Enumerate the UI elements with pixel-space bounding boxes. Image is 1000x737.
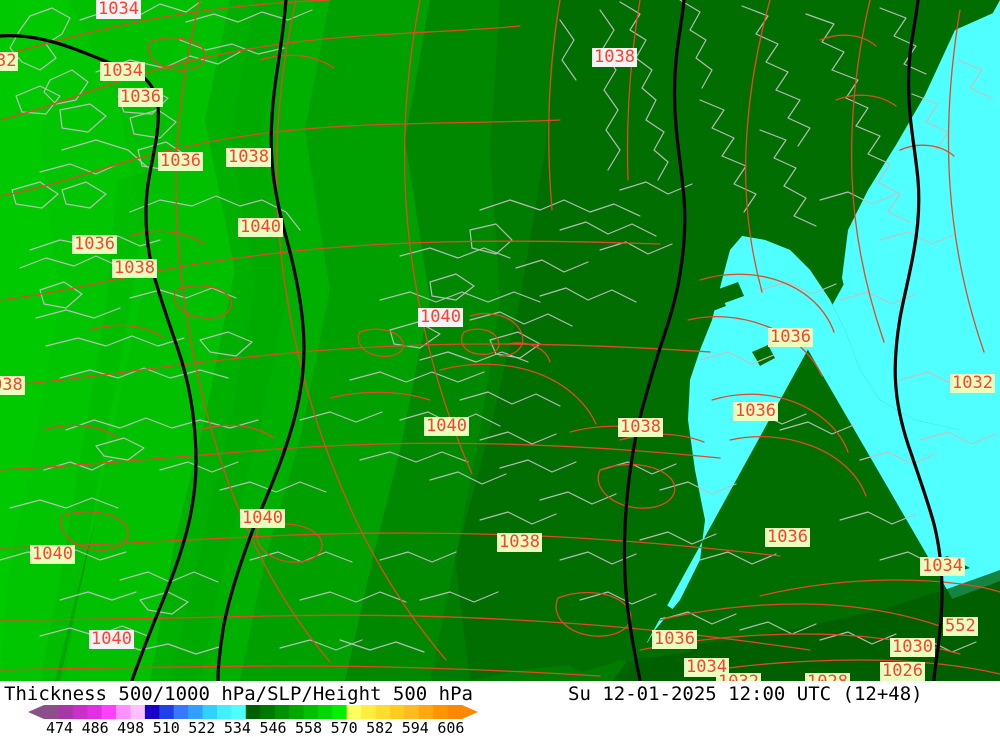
figure-title: Thickness 500/1000 hPa/SLP/Height 500 hP…: [4, 683, 473, 705]
colorbar-swatch: [274, 705, 290, 719]
isobar-label: 1040: [30, 544, 75, 564]
isobar-label: 1036: [158, 151, 203, 171]
isobar-label: 32: [0, 52, 19, 71]
colorbar-swatch: [58, 705, 74, 719]
colorbar-swatch: [303, 705, 319, 719]
height-500-contour-layer: [0, 0, 944, 681]
colorbar-tick: 570: [330, 719, 358, 737]
isobar-label: 1034: [100, 61, 145, 81]
colorbar-swatch: [375, 705, 391, 719]
isobar-label: 1040: [418, 307, 463, 327]
colorbar-tick: 510: [152, 719, 180, 737]
colorbar-tick: 558: [295, 719, 323, 737]
colorbar-swatch: [245, 705, 261, 719]
colorbar-swatch: [144, 705, 160, 719]
colorbar-swatch: [317, 705, 333, 719]
isobar-label: 1038: [112, 258, 157, 278]
isobar-label: 1028: [805, 673, 850, 681]
isobar-label: 1040: [240, 508, 285, 528]
isobar-label: 1038: [497, 532, 542, 552]
isobar-label: 1032: [950, 373, 995, 393]
colorbar-tick: 606: [437, 719, 465, 737]
isobar-label: 1036: [118, 87, 163, 107]
colorbar-tick: 486: [81, 719, 109, 737]
isobar-label: 1034: [920, 556, 965, 576]
colorbar-swatches: [28, 705, 478, 719]
colorbar-swatch: [332, 705, 348, 719]
slp-isobar-layer: [0, 0, 1000, 677]
colorbar-swatch: [72, 705, 88, 719]
isobar-label: 1040: [424, 416, 469, 436]
colorbar-swatch: [116, 705, 132, 719]
colorbar-tick: 522: [188, 719, 216, 737]
colorbar-swatch: [130, 705, 146, 719]
colorbar-swatch: [202, 705, 218, 719]
isobar-label: 1036: [768, 327, 813, 347]
colorbar: [28, 705, 478, 719]
figure-datetime: Su 12-01-2025 12:00 UTC (12+48): [568, 683, 923, 705]
thickness-fill-layer: [0, 0, 1000, 681]
colorbar-swatch: [447, 705, 463, 719]
colorbar-tick: 594: [401, 719, 429, 737]
colorbar-swatch: [231, 705, 247, 719]
colorbar-swatch: [216, 705, 232, 719]
isobar-label: 038: [0, 376, 25, 395]
colorbar-swatch: [404, 705, 420, 719]
colorbar-swatch: [361, 705, 377, 719]
colorbar-swatch: [389, 705, 405, 719]
isobar-label: 1040: [89, 629, 134, 649]
colorbar-tick: 534: [223, 719, 251, 737]
colorbar-swatch: [433, 705, 449, 719]
isobar-label: 1036: [652, 629, 697, 649]
isobar-label: 1034: [96, 0, 141, 19]
isobar-label: 1040: [238, 217, 283, 237]
colorbar-swatch: [289, 705, 305, 719]
colorbar-swatch: [418, 705, 434, 719]
cyan-islands: [700, 282, 775, 366]
isobar-label: 1036: [733, 401, 778, 421]
colorbar-swatch: [159, 705, 175, 719]
colorbar-tick-labels: 474 486 498 510 522 534 546 558 570 582 594 606: [0, 719, 1000, 737]
map-graphics: [0, 0, 1000, 681]
colorbar-swatch: [87, 705, 103, 719]
isobar-label: 1034: [684, 657, 729, 677]
colorbar-tick: 582: [366, 719, 394, 737]
isobar-label: 1030: [890, 637, 935, 657]
isobar-label: 1026: [880, 661, 925, 681]
colorbar-swatch: [260, 705, 276, 719]
isobar-label: 1038: [592, 47, 637, 67]
colorbar-tick: 546: [259, 719, 287, 737]
colorbar-right-arrow: [462, 705, 478, 719]
colorbar-swatch: [173, 705, 189, 719]
isobar-label: 1036: [765, 527, 810, 547]
isobar-label: 1036: [72, 234, 117, 254]
isobar-label: 1032: [716, 673, 761, 681]
isobar-label: 1038: [226, 147, 271, 167]
height-contour-label: 552: [943, 616, 978, 636]
weather-map-canvas[interactable]: 1034 1034 1036 32 1036 1038 1038 1036 1038 1040 03…: [0, 0, 1000, 681]
colorbar-swatch: [346, 705, 362, 719]
colorbar-swatch: [188, 705, 204, 719]
colorbar-left-arrow: [28, 705, 44, 719]
colorbar-swatch: [44, 705, 60, 719]
figure-footer: Thickness 500/1000 hPa/SLP/Height 500 hP…: [0, 681, 1000, 737]
isobar-label: 1038: [618, 417, 663, 437]
colorbar-swatch: [101, 705, 117, 719]
colorbar-tick: 474: [46, 719, 74, 737]
colorbar-tick: 498: [117, 719, 145, 737]
